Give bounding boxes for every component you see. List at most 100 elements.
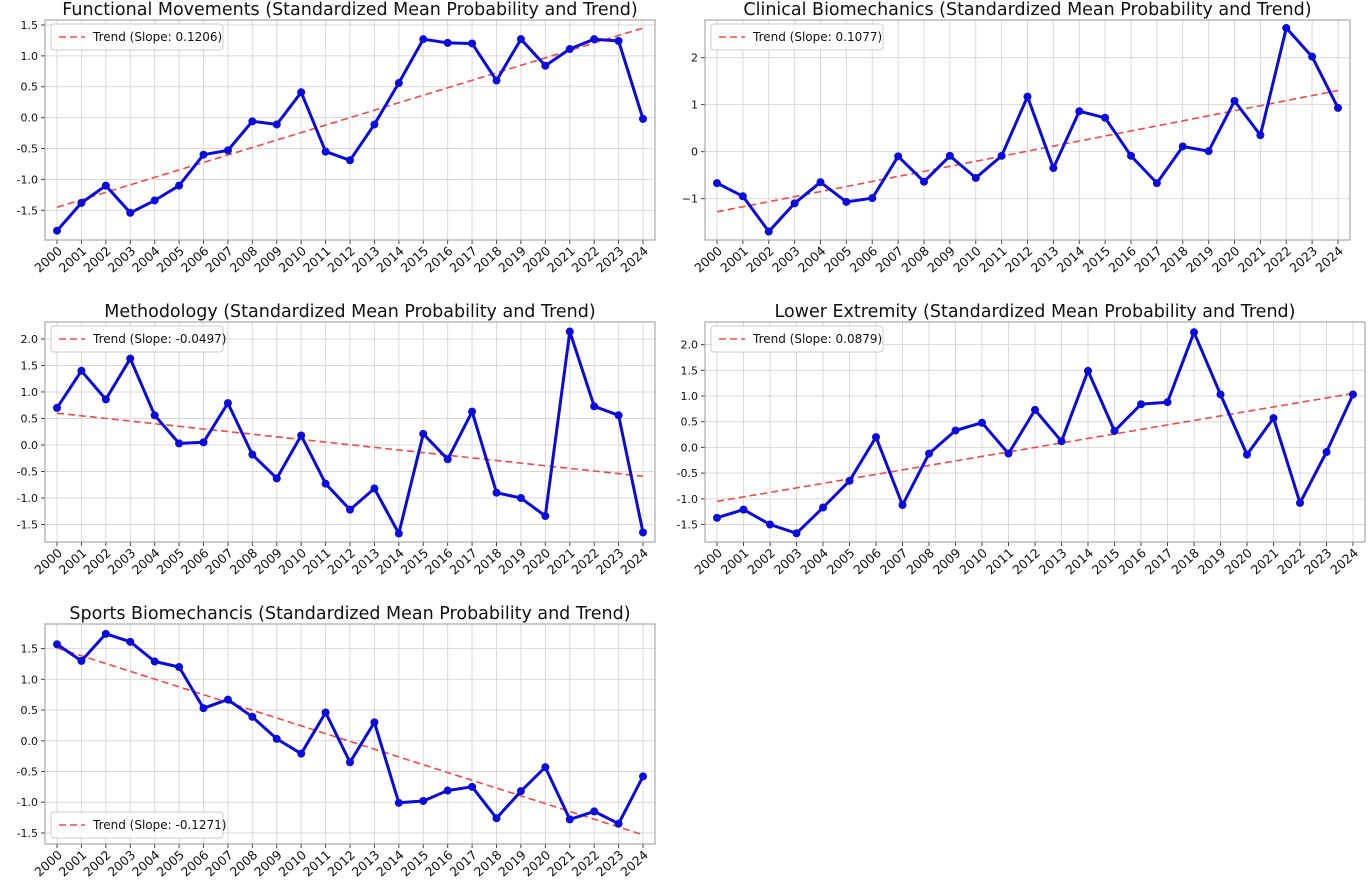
data-point [951,426,960,435]
data-point [492,488,501,497]
y-tick-label: 0.5 [21,704,39,717]
data-point [516,787,525,796]
data-point [53,640,61,649]
y-tick-label: -1.0 [17,492,38,505]
data-point [541,61,550,70]
x-tick-label: 2023 [1301,545,1335,577]
x-tick-label: 2013 [1028,243,1062,275]
trend-line [716,89,1339,213]
data-point [223,695,232,704]
x-tick-label: 2024 [617,243,651,275]
data-point [53,403,61,412]
y-tick-label: -1.5 [17,519,38,532]
data-point [1084,366,1092,375]
data-point [443,38,452,47]
data-point [792,529,801,538]
data-point [639,772,647,781]
data-point [199,704,208,713]
y-tick-label: 1.5 [681,364,699,377]
y-tick-label: 2.0 [681,339,699,352]
data-point [1152,179,1161,188]
data-point [1296,498,1304,507]
data-point [77,656,86,665]
data-point [1282,23,1291,32]
data-point [370,718,379,727]
x-tick-label: 2001 [718,545,752,577]
y-tick-label: 0.0 [21,439,39,452]
legend-label: Trend (Slope: -0.1271) [92,818,227,832]
data-point [872,433,880,442]
y-tick-label: 1 [691,99,698,112]
x-tick-label: 2013 [1036,545,1070,577]
data-point [297,749,306,758]
x-tick-label: 2007 [877,545,911,577]
data-point [920,177,928,186]
x-tick-label: 2009 [924,243,958,275]
data-point [1031,405,1039,414]
data-point [101,181,110,190]
data-point [443,455,452,464]
x-tick-label: 2006 [847,243,881,275]
legend-box [710,325,884,353]
data-point [766,520,774,529]
data-point [971,173,980,182]
plot-frame [704,321,1366,543]
data-point [370,120,379,129]
y-tick-label: 1.5 [21,19,39,32]
data-point [468,782,477,791]
data-point [565,327,574,336]
data-point [1230,96,1239,105]
y-tick-label: 2.0 [21,333,39,346]
data-point [541,512,550,521]
y-tick-label: 0.5 [681,416,699,429]
data-point [590,35,599,44]
y-tick-label: -1.0 [17,173,38,186]
data-point [1049,164,1058,173]
y-tick-label: 1.5 [21,643,39,656]
data-point [945,151,954,160]
x-tick-label: 2005 [821,243,855,275]
data-point [468,39,477,48]
data-point [713,179,721,188]
y-tick-label: 0.0 [21,112,39,125]
data-point [639,528,647,537]
x-tick-label: 2011 [983,545,1017,577]
data-point [150,196,159,205]
x-tick-label: 2001 [717,243,751,275]
legend-box [50,325,224,353]
data-point [248,117,257,126]
data-point [1349,390,1357,399]
y-tick-label: 2 [691,52,698,65]
data-point [1243,450,1251,459]
data-point [150,657,159,666]
data-point [1204,147,1213,156]
data-point [713,513,721,522]
y-tick-label: -1.0 [17,796,38,809]
chart-panel-3: 2000200120022003200420052006200720082009… [17,302,656,578]
data-point [199,438,208,447]
y-tick-label: -0.5 [17,765,38,778]
data-point [1334,103,1342,112]
data-point [199,150,208,159]
x-tick-label: 2000 [691,545,725,577]
chart-title: Lower Extremity (Standardized Mean Proba… [775,302,1296,322]
legend-label: Trend (Slope: 0.0879) [752,332,882,346]
x-tick-label: 2018 [1168,545,1202,577]
data-point [492,76,501,85]
y-tick-label: 1.5 [21,359,39,372]
x-tick-label: 2012 [1002,243,1036,275]
data-point [77,366,86,375]
y-tick-label: 0.5 [21,81,39,94]
y-tick-label: 1.0 [21,386,39,399]
data-point [738,192,747,201]
chart-panel-5: 2000200120022003200420052006200720082009… [17,604,656,880]
data-point [1190,328,1198,337]
data-point [346,156,354,165]
data-point [443,786,452,795]
chart-title: Functional Movements (Standardized Mean … [62,0,637,20]
chart-title: Sports Biomechancis (Standardized Mean P… [69,604,630,624]
x-tick-label: 2011 [976,243,1010,275]
x-tick-label: 2018 [1157,243,1191,275]
data-point [101,395,110,404]
x-tick-label: 2004 [795,243,829,275]
